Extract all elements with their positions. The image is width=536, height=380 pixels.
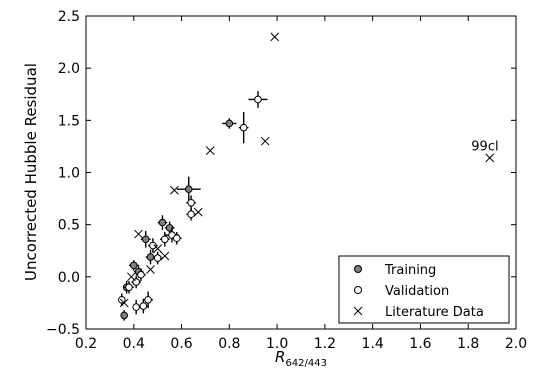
legend-label-validation: Validation (385, 284, 449, 299)
literature-data-point (134, 229, 143, 239)
y-tick-label: 2.0 (58, 61, 80, 77)
legend-marker-validation (354, 286, 362, 294)
validation-point (254, 95, 262, 104)
validation-point (239, 123, 248, 132)
training-point (158, 218, 167, 227)
x-tick-label: 0.2 (75, 336, 97, 352)
training-point (225, 119, 234, 128)
validation-point (172, 234, 181, 243)
literature-data-point (485, 153, 495, 163)
y-tick-label: 1.5 (58, 113, 80, 129)
x-tick-label: 0.8 (218, 336, 240, 352)
validation-point (149, 241, 157, 250)
legend-label-training: Training (384, 263, 436, 278)
y-tick-label: 1.0 (58, 166, 80, 182)
validation-point (153, 254, 162, 262)
literature-data-point (146, 265, 155, 274)
validation-point (118, 295, 126, 304)
legend-marker-training (354, 265, 362, 273)
x-tick-label: 1.4 (362, 336, 384, 352)
training-point (165, 223, 174, 232)
y-axis-label: Uncorrected Hubble Residual (22, 63, 40, 281)
training-point (120, 311, 129, 320)
validation-point (125, 283, 133, 292)
literature-data-point (119, 298, 129, 308)
literature-data-point (127, 272, 136, 282)
y-tick-label: 0.0 (58, 270, 80, 286)
x-tick-label: 1.2 (314, 336, 336, 352)
x-tick-label: 2.0 (505, 336, 527, 352)
x-tick-label: 1.0 (266, 336, 288, 352)
validation-point (139, 302, 148, 310)
training-point (141, 235, 150, 244)
validation-point (137, 270, 145, 279)
literature-data-point (193, 207, 203, 217)
validation-point (132, 303, 140, 311)
x-tick-label: 0.6 (170, 336, 192, 352)
literature-data-point (153, 244, 163, 254)
training-point (184, 185, 193, 193)
validation-point (144, 295, 152, 304)
literature-data-point (205, 146, 215, 155)
validation-point (187, 198, 195, 207)
y-tick-label: 0.5 (58, 218, 80, 234)
legend-marker-literature (353, 306, 363, 316)
x-tick-label: 1.6 (409, 336, 431, 352)
training-point (129, 261, 138, 270)
x-axis-label: R642/443 (275, 348, 327, 369)
validation-point (161, 235, 169, 244)
plot-marks (118, 32, 495, 321)
literature-data-point (160, 251, 170, 261)
legend-box (338, 255, 510, 324)
legend: Training Validation Literature Data (338, 255, 510, 324)
axis-ticks: 0.2 0.4 0.6 0.8 1.0 1.2 1.4 1.6 1.8 2.0 −0.5 0.0 0.5… (46, 9, 527, 352)
training-point (146, 253, 155, 261)
y-tick-label: −0.5 (46, 322, 80, 338)
legend-label-literature: Literature Data (385, 305, 484, 320)
x-axis-label-main: R (275, 348, 285, 366)
x-tick-label: 0.4 (123, 336, 145, 352)
annotation-99cl: 99cl (471, 140, 498, 155)
validation-point (187, 210, 195, 219)
y-tick-label: 2.5 (58, 9, 80, 25)
x-tick-label: 1.8 (457, 336, 479, 352)
x-axis-label-subscript: 642/443 (285, 358, 327, 369)
literature-data-point (260, 136, 270, 146)
literature-data-point (170, 185, 179, 195)
literature-data-point (270, 32, 280, 42)
